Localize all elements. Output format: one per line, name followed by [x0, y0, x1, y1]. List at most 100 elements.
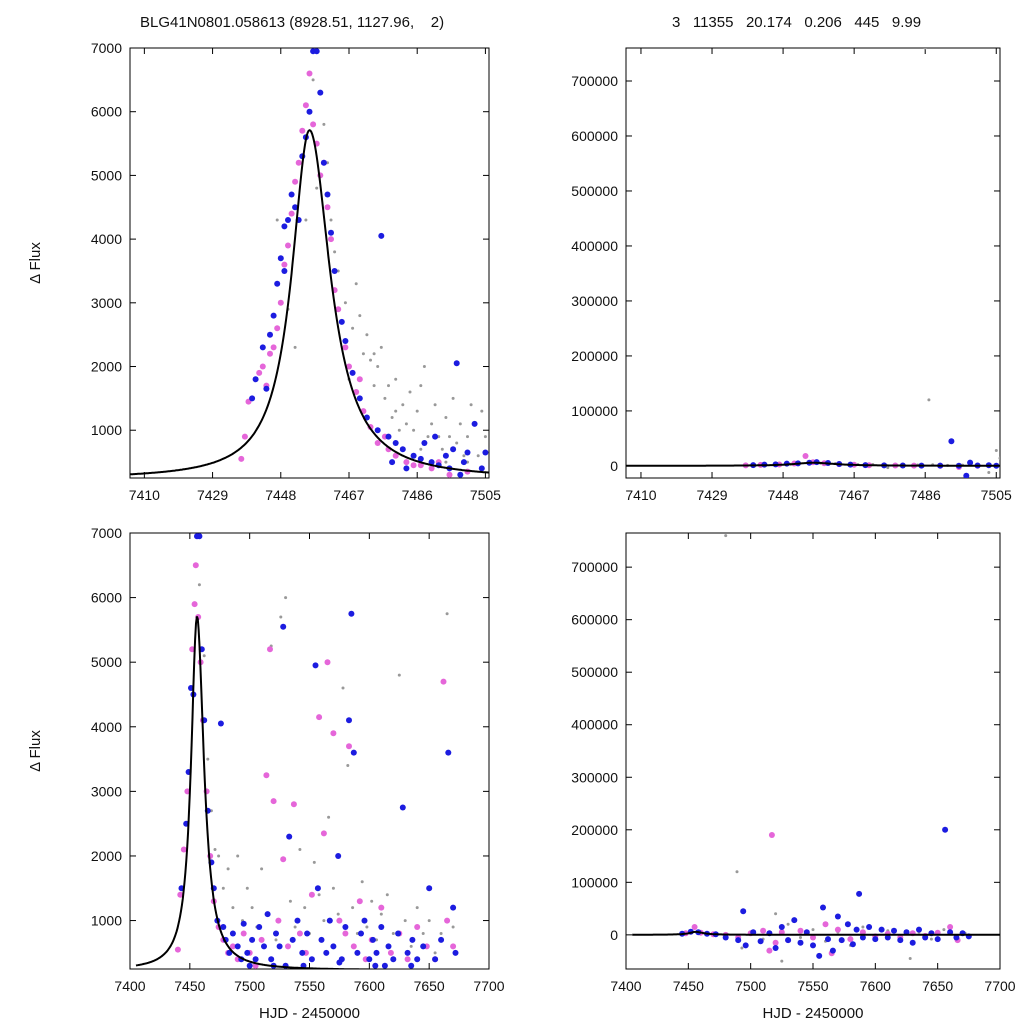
y-tick-label: 300000 [571, 293, 618, 309]
data-point-blue [342, 338, 349, 344]
data-point-pink [267, 646, 273, 653]
data-point-blue [757, 938, 764, 945]
data-point-blue [314, 885, 321, 892]
data-point-pink [267, 350, 273, 357]
data-point-grey [421, 932, 425, 935]
plot-frame [625, 532, 1001, 970]
y-tick-label: 7000 [91, 525, 122, 541]
x-tick-label: 7450 [174, 978, 205, 994]
data-point-grey [370, 899, 374, 903]
data-point-pink [288, 210, 295, 217]
plot-frame [129, 47, 490, 479]
data-point-blue [263, 385, 270, 392]
data-point-pink [353, 389, 360, 395]
data-point-blue [349, 369, 356, 376]
data-point-grey [231, 906, 235, 910]
data-point-blue [373, 949, 380, 956]
data-point-blue [410, 452, 417, 459]
data-point-blue [369, 936, 376, 943]
y-tick-label: 6000 [91, 104, 122, 120]
data-point-grey [293, 925, 297, 929]
x-tick-label: 7486 [402, 487, 433, 503]
data-point-blue [385, 433, 392, 440]
data-point-grey [379, 912, 383, 916]
data-point-grey [440, 447, 444, 451]
data-point-blue [392, 440, 399, 446]
data-point-blue [389, 459, 396, 466]
data-point-grey [735, 870, 739, 874]
x-axis-label: HJD - 2450000 [763, 1005, 864, 1022]
model-curve [626, 461, 1000, 467]
y-tick-label: 5000 [91, 167, 122, 183]
plot-frame [625, 47, 1001, 479]
data-point-blue [356, 395, 363, 402]
x-tick-label: 7467 [839, 487, 870, 503]
data-point-blue [408, 962, 415, 969]
data-point-blue [464, 449, 471, 456]
data-point-grey [401, 403, 405, 407]
data-point-grey [886, 466, 890, 470]
data-point-blue [825, 936, 831, 943]
data-point-grey [197, 583, 201, 587]
data-point-pink [766, 947, 773, 954]
model-curve [632, 930, 1000, 936]
data-point-grey [317, 893, 321, 897]
data-point-grey [422, 365, 426, 368]
data-point-blue [778, 924, 785, 930]
y-tick-label: 500000 [571, 183, 618, 199]
data-point-pink [259, 363, 266, 370]
data-point-pink [280, 856, 287, 863]
x-tick-label: 7505 [470, 487, 501, 503]
data-point-blue [853, 926, 860, 933]
data-point-blue [256, 924, 263, 930]
data-point-blue [281, 223, 288, 230]
x-tick-label: 7448 [768, 487, 799, 503]
data-point-grey [927, 398, 931, 402]
data-point-grey [372, 384, 376, 388]
data-point-blue [785, 937, 792, 944]
data-point-blue [948, 438, 955, 445]
data-point-pink [768, 832, 775, 838]
data-point-blue [280, 623, 287, 630]
data-point-blue [810, 942, 816, 949]
data-point-grey [303, 906, 307, 910]
chart-panel-3: 7400 7450 7500 7550 7600 7650 7700 1000 2000 3000… [27, 525, 505, 1022]
data-point-blue [342, 924, 349, 930]
data-point-pink [810, 934, 816, 941]
data-point-blue [273, 930, 279, 937]
data-point-blue [338, 318, 345, 325]
x-axis-label: HJD - 2450000 [259, 1005, 360, 1022]
data-point-blue [326, 917, 333, 924]
data-point-blue [286, 833, 293, 840]
x-tick-label: 7650 [414, 978, 445, 994]
data-point-pink [330, 730, 337, 737]
data-point-blue [234, 943, 241, 950]
data-point-grey [923, 48, 927, 50]
data-point-blue [772, 945, 779, 951]
data-point-grey [404, 422, 408, 426]
data-point-blue [299, 949, 306, 956]
data-point-grey [346, 764, 350, 767]
data-point-pink [797, 927, 804, 934]
data-point-blue [967, 459, 974, 466]
data-point-pink [428, 465, 435, 472]
data-point-blue [264, 911, 271, 918]
data-point-blue [438, 936, 445, 943]
y-tick-label: 2000 [91, 848, 122, 864]
data-point-blue [306, 108, 313, 115]
x-tick-label: 7600 [860, 978, 891, 994]
data-point-blue [220, 924, 227, 930]
x-tick-label: 7550 [294, 978, 325, 994]
data-point-blue [820, 904, 826, 911]
data-point-blue [288, 191, 295, 198]
data-point-grey [221, 886, 225, 890]
data-point-grey [415, 906, 419, 910]
data-point-pink [947, 924, 954, 930]
data-point-blue [909, 939, 916, 946]
data-point-blue [318, 936, 325, 943]
data-point-blue [335, 853, 342, 859]
data-point-pink [387, 949, 394, 956]
data-point-blue [460, 459, 467, 466]
data-point-blue [350, 749, 357, 756]
